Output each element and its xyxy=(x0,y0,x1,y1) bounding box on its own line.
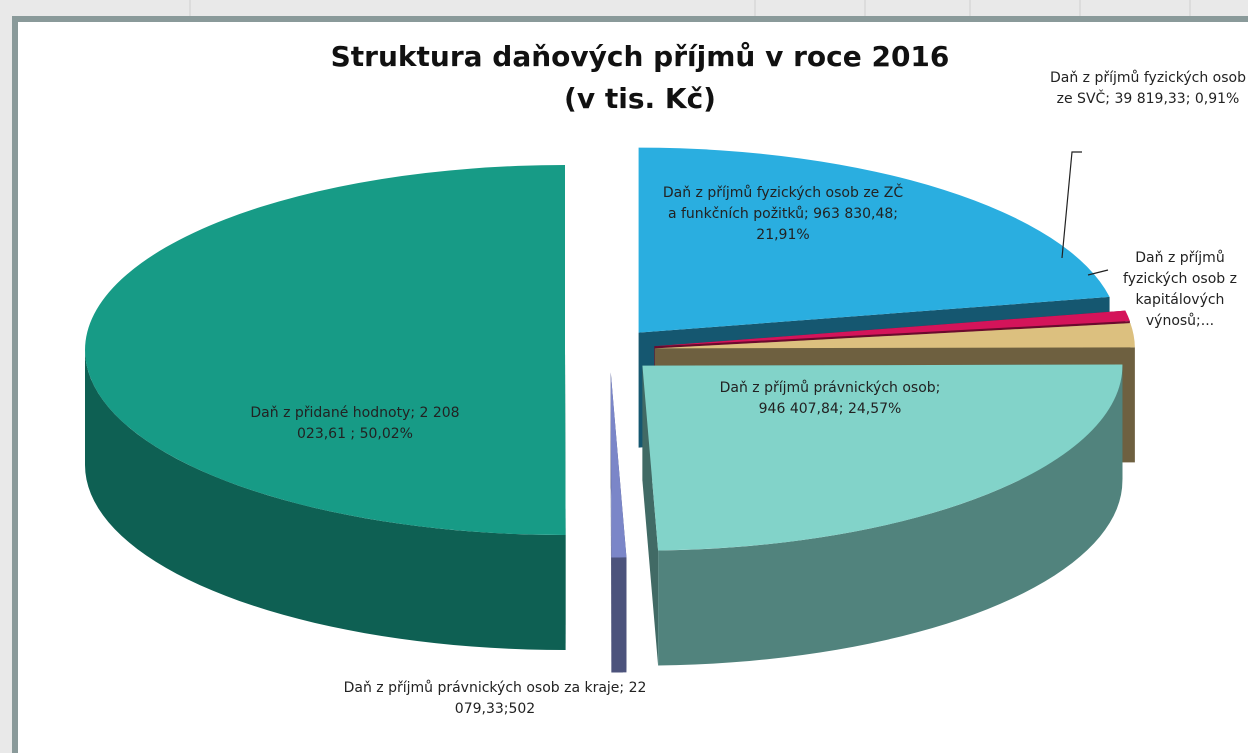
slice xyxy=(654,310,1130,347)
data-label: Daň z příjmů fyzických osob z kapitálový… xyxy=(1123,250,1237,329)
slice-side xyxy=(611,557,627,673)
slice-side xyxy=(658,365,1123,666)
leader-line xyxy=(1061,151,1082,259)
slice xyxy=(642,364,1123,551)
data-label: Daň z přidané hodnoty; 2 208 023,61 ; 50… xyxy=(250,405,460,442)
data-label: Daň z příjmů fyzických osob ze SVČ; 39 8… xyxy=(1050,70,1246,107)
data-label: Daň z příjmů fyzických osob ze ZČ a funk… xyxy=(662,185,904,243)
chart-subtitle: (v tis. Kč) xyxy=(564,82,716,115)
slice xyxy=(610,372,627,558)
slice xyxy=(654,323,1135,349)
cell-grid xyxy=(189,0,1191,16)
slice-side xyxy=(85,350,566,651)
slice xyxy=(638,147,1110,333)
chart-title: Struktura daňových příjmů v roce 2016 xyxy=(330,40,950,73)
slice xyxy=(85,165,566,536)
data-label: Daň z příjmů právnických osob za kraje; … xyxy=(343,680,647,717)
leader-line xyxy=(1087,269,1109,276)
slice-wall xyxy=(642,365,659,666)
pie xyxy=(85,147,1135,673)
data-label: Daň z příjmů právnických osob; 946 407,8… xyxy=(719,380,941,417)
slice-wall xyxy=(610,372,612,673)
